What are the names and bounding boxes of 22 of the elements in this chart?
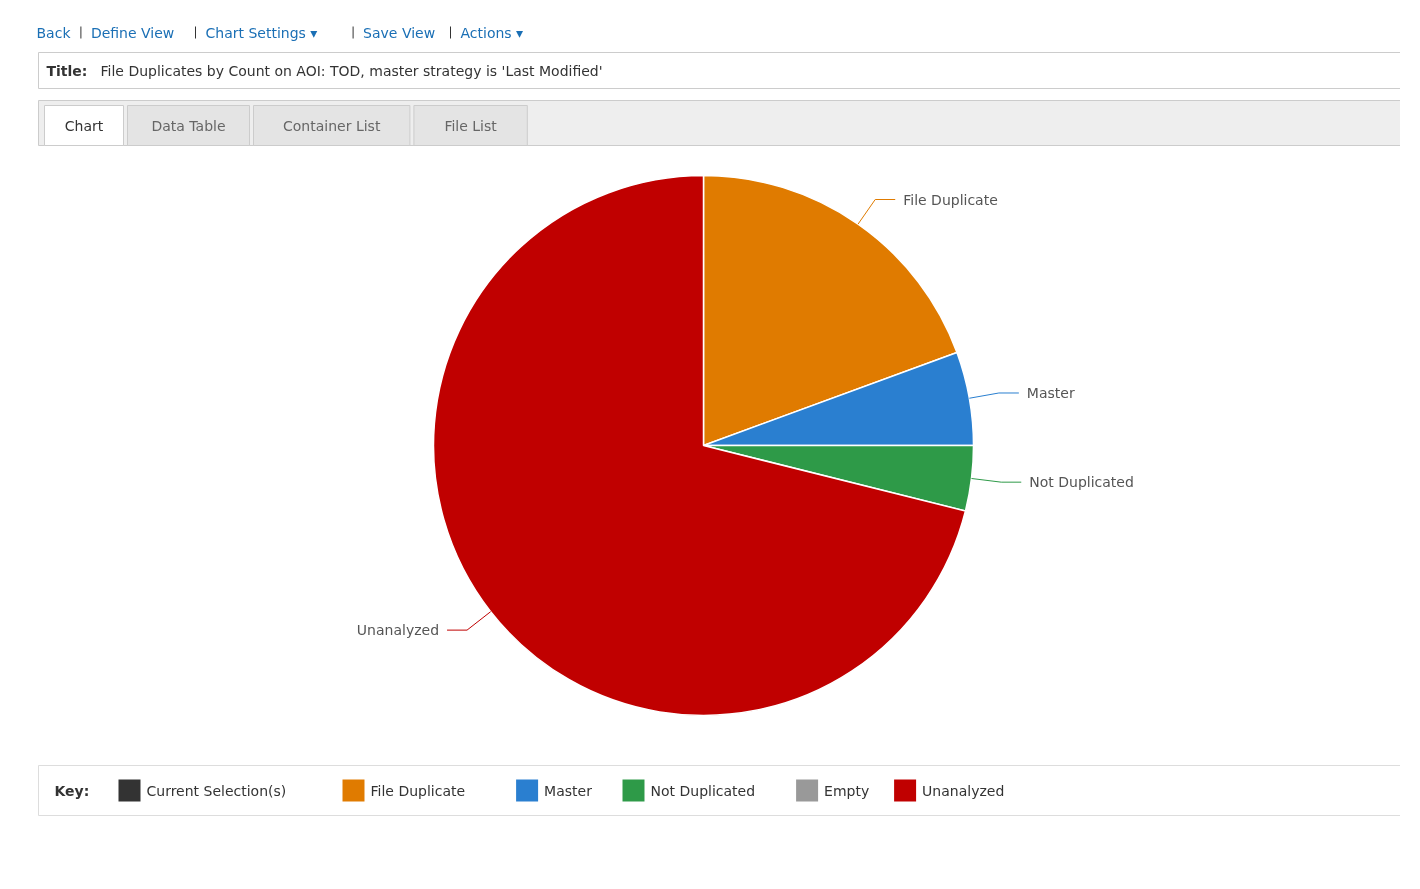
- text: File List: [444, 117, 498, 134]
- text: Chart: [64, 117, 104, 134]
- legend-title: Key:: [54, 782, 90, 799]
- text: Back: [36, 24, 72, 41]
- legend-label: Unanalyzed: [922, 782, 1005, 799]
- text: Data Table: [151, 117, 226, 134]
- text: Actions ▾: [460, 24, 524, 41]
- text: Title:: [46, 62, 88, 79]
- legend-label: Master: [544, 782, 593, 799]
- legend-label: Current Selection(s): [146, 782, 287, 799]
- text: Save View: [363, 24, 436, 41]
- legend-label: File Duplicate: [370, 782, 466, 799]
- text: Define View: [90, 24, 175, 41]
- text: Chart Settings ▾: [205, 24, 318, 41]
- text: Container List: [283, 117, 381, 134]
- slice-label: File Duplicate: [903, 191, 998, 208]
- slice-label: Master: [1026, 384, 1075, 401]
- slice-label: Unanalyzed: [356, 622, 440, 639]
- slice-label: Not Duplicated: [1029, 474, 1134, 491]
- legend-label: Not Duplicated: [650, 782, 756, 799]
- legend-label: Empty: [824, 782, 870, 799]
- chart-title: File Duplicates by Count on AOI: TOD, master strategy is 'Last Modified': [100, 62, 603, 79]
